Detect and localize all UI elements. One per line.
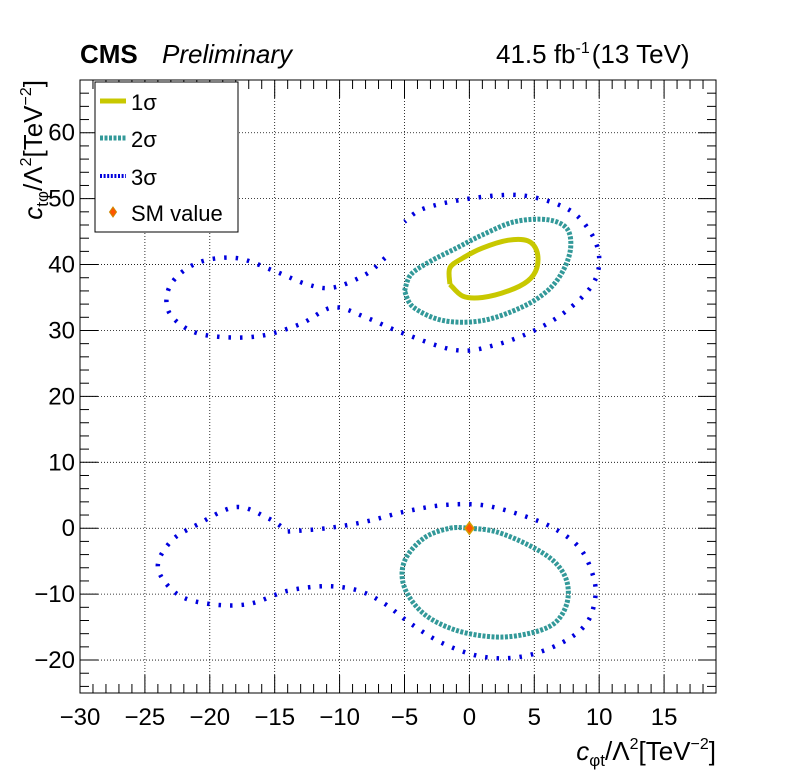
y-tick-label: 60 [48,120,75,147]
y-tick-label: 40 [48,252,75,279]
plot-frame [79,79,717,694]
x-axis-label: cφt/Λ2[TeV−2] [576,736,716,770]
preliminary-label: Preliminary [162,39,294,69]
y-axis-label: ctφ/Λ2[TeV−2] [18,80,52,220]
x-tick-label: −5 [391,704,418,731]
x-tick-label: 10 [586,704,613,731]
x-tick-label: −25 [125,704,166,731]
y-tick-label: 50 [48,186,75,213]
x-tick-label: −20 [189,704,230,731]
x-tick-label: 0 [463,704,476,731]
y-tick-label: 10 [48,449,75,476]
series-layer [155,192,602,661]
x-tick-label: 15 [651,704,678,731]
legend-label-3sigma: 3σ [131,165,157,190]
legend-label-2sigma: 2σ [131,127,157,152]
y-tick-label: 0 [62,515,75,542]
legend: 1σ 2σ 3σ SM value [94,81,239,233]
y-tick-label: −20 [34,647,75,674]
y-tick-label: −10 [34,581,75,608]
legend-box [94,81,239,233]
contour-dotted-0 [164,192,602,353]
contour-dotted-1 [155,501,598,661]
grid-lines [79,80,716,693]
y-tick-label: 30 [48,317,75,344]
cms-label: CMS [80,39,138,69]
legend-swatch-sm-value [108,206,118,218]
y-tick-label: 20 [48,383,75,410]
x-tick-label: −15 [254,704,295,731]
legend-label-1sigma: 1σ [131,90,157,115]
x-tick-label: −10 [319,704,360,731]
contour-solid-0 [446,236,541,301]
legend-label-sm-value: SM value [131,201,223,226]
contour-dashed-1 [399,524,571,640]
contour-dashed-0 [402,216,574,325]
x-tick-label: −30 [60,704,101,731]
x-tick-label: 5 [528,704,541,731]
tick-labels: −30 −25 −20 −15 −10 −5 0 5 10 15 −20 −10 0 10 20 30 40 50… [34,120,677,731]
lumi-label: 41.5 fb-1(13 TeV) [496,39,690,69]
sm-value-marker [463,520,475,536]
